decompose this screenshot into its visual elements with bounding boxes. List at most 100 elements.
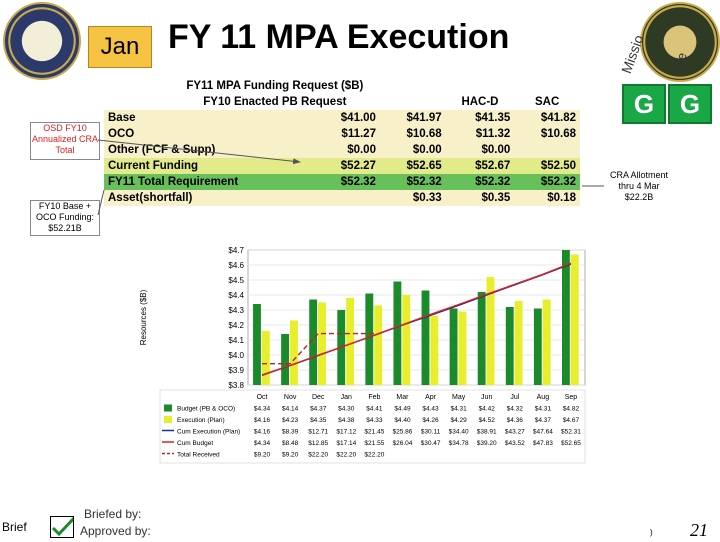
table-row: Asset(shortfall) $0.33 $0.35 $0.18	[104, 190, 580, 206]
data-label: $4.16	[254, 429, 271, 436]
cell-pb: $41.97	[379, 110, 446, 126]
data-label: $4.52	[479, 417, 496, 424]
data-label: $4.38	[338, 417, 355, 424]
data-label: $8.48	[282, 440, 299, 447]
row-label: Current Funding	[104, 158, 315, 174]
data-label: $12.85	[308, 440, 328, 447]
y-tick-label: $4.6	[228, 261, 244, 270]
y-tick-label: $4.3	[228, 306, 244, 315]
table-header-row-2: FY10 Enacted PB Request HAC-D SAC	[104, 94, 580, 110]
data-label: $4.43	[422, 406, 439, 413]
checkmark-icon	[51, 513, 79, 537]
row-label: Other (FCF & Supp)	[104, 142, 315, 158]
bar-execution-plan--mar	[402, 295, 411, 385]
data-label: $9.20	[254, 452, 271, 459]
data-label: $9.20	[282, 452, 299, 459]
data-label: $22.20	[336, 452, 356, 459]
table-row: FY11 Total Requirement $52.32 $52.32 $52…	[104, 174, 580, 190]
x-tick-label: Jul	[510, 394, 519, 401]
cell-pb: $10.68	[379, 126, 446, 142]
cell-pb: $52.65	[379, 158, 446, 174]
legend-entry: Cum Execution (Plan)	[177, 429, 240, 436]
cell-fy10: $52.32	[314, 174, 380, 190]
y-tick-label: $4.1	[228, 336, 244, 345]
data-label: $4.42	[479, 406, 496, 413]
chief-seal-logo	[640, 2, 720, 82]
bar-budget-pb-oco--apr	[421, 290, 430, 385]
brief-label: Brief	[2, 520, 27, 534]
osd-arrow	[97, 139, 301, 165]
cell-hacd: $52.67	[445, 158, 515, 174]
bar-budget-pb-oco--jul	[505, 307, 514, 385]
data-label: $38.91	[477, 429, 497, 436]
row-label: FY11 Total Requirement	[104, 174, 315, 190]
data-label: $4.30	[338, 406, 355, 413]
data-label: $21.55	[364, 440, 384, 447]
approved-by-label: Approved by:	[80, 524, 151, 538]
footer-mark: )	[650, 528, 653, 537]
row-label: Base	[104, 110, 315, 126]
bar-execution-plan--oct	[261, 331, 270, 385]
data-label: $4.40	[394, 417, 411, 424]
data-label: $52.65	[561, 440, 581, 447]
legend-key	[164, 404, 172, 412]
row-label: Asset(shortfall)	[104, 190, 315, 206]
data-label: $17.14	[336, 440, 356, 447]
cell-fy10: $0.00	[314, 142, 380, 158]
x-tick-label: Oct	[257, 394, 268, 401]
cell-pb: $0.00	[379, 142, 446, 158]
data-label: $22.20	[364, 452, 384, 459]
x-tick-label: Jun	[481, 394, 492, 401]
y-tick-label: $4.4	[228, 291, 244, 300]
y-tick-label: $4.7	[228, 246, 244, 255]
bar-budget-pb-oco--mar	[393, 281, 402, 385]
data-label: $4.37	[310, 406, 327, 413]
bar-execution-plan--jan	[346, 298, 355, 385]
bar-budget-pb-oco--feb	[365, 293, 374, 385]
data-label: $4.26	[422, 417, 439, 424]
col-header-hacd: HAC-D	[445, 94, 515, 110]
table-subheader: FY10 Enacted PB Request	[104, 94, 446, 110]
fy10-annotation: FY10 Base + OCO Funding: $52.21B	[30, 200, 100, 236]
data-label: $4.41	[366, 406, 383, 413]
data-label: $4.34	[254, 406, 271, 413]
data-label: $4.36	[507, 417, 524, 424]
cell-sac: $52.50	[514, 158, 580, 174]
approval-checkbox[interactable]	[50, 513, 79, 538]
table-row: OCO $11.27 $10.68 $11.32 $10.68	[104, 126, 580, 142]
data-label: $4.35	[310, 417, 327, 424]
bar-execution-plan--jun	[486, 277, 495, 385]
data-label: $4.31	[450, 406, 467, 413]
x-tick-label: Sep	[565, 394, 578, 401]
table-header-row-1: FY11 MPA Funding Request ($B)	[104, 78, 580, 94]
bar-budget-pb-oco--nov	[281, 334, 290, 385]
col-header-sac: SAC	[514, 94, 580, 110]
data-label: $17.12	[336, 429, 356, 436]
x-tick-label: Apr	[425, 394, 437, 401]
data-label: $4.32	[507, 406, 524, 413]
cell-pb: $52.32	[379, 174, 446, 190]
bar-execution-plan--may	[458, 311, 467, 385]
data-label: $21.45	[364, 429, 384, 436]
cell-hacd: $0.35	[445, 190, 515, 206]
table-row: Current Funding $52.27 $52.65 $52.67 $52…	[104, 158, 580, 174]
table-row: Base $41.00 $41.97 $41.35 $41.82	[104, 110, 580, 126]
table-row: Other (FCF & Supp) $0.00 $0.00 $0.00	[104, 142, 580, 158]
data-label: $4.67	[563, 417, 580, 424]
x-tick-label: May	[452, 394, 466, 401]
cra-annotation: CRA Allotment thru 4 Mar $22.2B	[604, 170, 674, 206]
x-tick-label: Aug	[537, 394, 550, 401]
data-label: $8.39	[282, 429, 299, 436]
bar-budget-pb-oco--jun	[477, 292, 486, 385]
data-label: $30.47	[421, 440, 441, 447]
bar-execution-plan--apr	[430, 316, 439, 385]
data-label: $22.20	[308, 452, 328, 459]
x-tick-label: Feb	[368, 394, 380, 401]
data-label: $4.34	[254, 440, 271, 447]
bar-budget-pb-oco--dec	[309, 299, 318, 385]
bar-budget-pb-oco--sep	[561, 250, 570, 385]
cell-sac	[514, 142, 580, 158]
legend-entry: Execution (Plan)	[177, 417, 225, 424]
cell-sac: $10.68	[514, 126, 580, 142]
